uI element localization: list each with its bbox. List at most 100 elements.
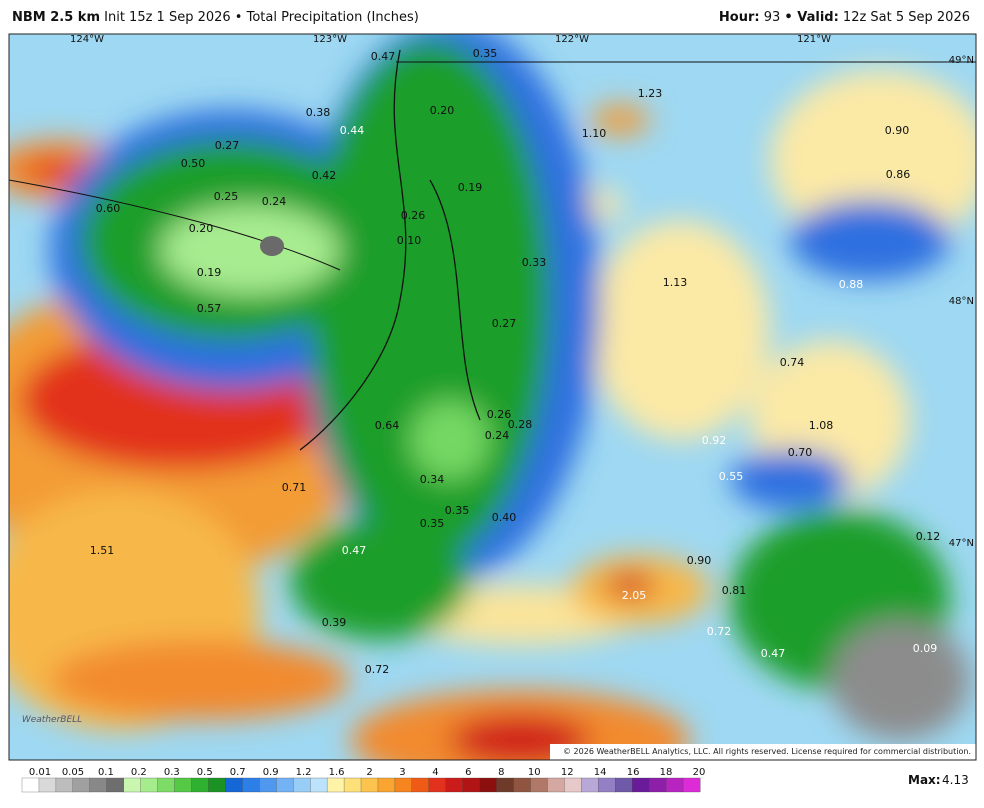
value-label: 0.47 xyxy=(371,50,396,63)
value-label: 0.47 xyxy=(761,647,786,660)
lon-label: 123°W xyxy=(313,34,347,45)
colorbar-label: 18 xyxy=(660,767,673,778)
value-label: 0.81 xyxy=(722,584,747,597)
value-label: 0.19 xyxy=(197,266,222,279)
colorbar-swatch xyxy=(89,777,108,793)
model-name: NBM 2.5 km xyxy=(12,10,100,25)
value-label: 0.35 xyxy=(445,504,470,517)
value-label: 0.24 xyxy=(262,195,287,208)
value-label: 0.90 xyxy=(687,554,712,567)
colorbar-swatch xyxy=(208,777,226,793)
colorbar-swatch xyxy=(462,777,481,793)
colorbar-swatch xyxy=(598,777,616,793)
value-label: 0.34 xyxy=(420,473,445,486)
colorbar-swatch xyxy=(445,777,464,793)
max-label: Max: xyxy=(908,773,941,787)
colorbar-label: 0.9 xyxy=(263,767,279,778)
value-label: 0.27 xyxy=(215,139,240,152)
value-label: 0.33 xyxy=(522,256,547,269)
precip-field xyxy=(9,34,976,760)
value-label: 0.47 xyxy=(342,544,367,557)
colorbar-swatch xyxy=(38,777,57,793)
colorbar-label: 0.1 xyxy=(98,767,114,778)
value-label: 0.64 xyxy=(375,419,400,432)
value-label: 0.60 xyxy=(96,202,121,215)
lon-label: 124°W xyxy=(70,34,104,45)
colorbar-swatch xyxy=(428,777,447,793)
value-label: 0.88 xyxy=(839,278,864,291)
lon-label: 122°W xyxy=(555,34,589,45)
colorbar-swatch xyxy=(581,777,599,793)
lon-label: 121°W xyxy=(797,34,831,45)
value-label: 0.35 xyxy=(420,517,445,530)
value-label: 0.10 xyxy=(397,234,422,247)
colorbar-swatch xyxy=(191,777,209,793)
colorbar-swatch xyxy=(242,777,260,793)
value-label: 0.20 xyxy=(430,104,455,117)
colorbar-swatch xyxy=(225,777,243,793)
colorbar-label: 2 xyxy=(366,767,372,778)
max-value: 4.13 xyxy=(942,773,969,787)
colorbar-label: 0.5 xyxy=(197,767,213,778)
colorbar-label: 6 xyxy=(465,767,471,778)
colorbar-swatch xyxy=(360,777,379,793)
colorbar-swatch xyxy=(513,777,531,793)
hour-label: Hour: xyxy=(718,10,760,25)
value-label: 0.35 xyxy=(473,47,498,60)
colorbar-label: 16 xyxy=(627,767,640,778)
value-label: 0.74 xyxy=(780,356,805,369)
value-label: 0.72 xyxy=(365,663,390,676)
colorbar-label: 1.6 xyxy=(329,767,345,778)
value-label: 0.27 xyxy=(492,317,517,330)
value-label: 0.71 xyxy=(282,481,307,494)
value-label: 0.28 xyxy=(508,418,533,431)
colorbar-swatch xyxy=(309,777,328,793)
copyright: © 2026 WeatherBELL Analytics, LLC. All r… xyxy=(563,747,971,756)
colorbar-swatch xyxy=(326,777,345,793)
colorbar-label: 8 xyxy=(498,767,504,778)
colorbar-swatch xyxy=(106,777,125,793)
colorbar-swatch xyxy=(547,777,565,793)
value-label: 2.05 xyxy=(622,589,647,602)
max-box xyxy=(900,766,980,796)
value-label: 0.44 xyxy=(340,124,365,137)
colorbar-swatch xyxy=(293,777,311,793)
value-label: 0.57 xyxy=(197,302,222,315)
value-label: 1.13 xyxy=(663,276,688,289)
value-label: 0.55 xyxy=(719,470,744,483)
value-label: 0.12 xyxy=(916,530,941,543)
logo: WeatherBELL xyxy=(22,715,82,725)
value-label: 0.39 xyxy=(322,616,347,629)
value-label: 0.38 xyxy=(306,106,331,119)
colorbar-swatch xyxy=(479,777,498,793)
colorbar-swatch xyxy=(530,777,548,793)
colorbar-swatch xyxy=(564,777,582,793)
valid-label: • Valid: xyxy=(784,10,839,25)
colorbar-swatch xyxy=(496,777,515,793)
colorbar-swatch xyxy=(649,777,667,793)
colorbar-label: 12 xyxy=(561,767,574,778)
colorbar-swatch xyxy=(615,777,633,793)
colorbar-label: 0.01 xyxy=(29,767,51,778)
colorbar-swatch xyxy=(259,777,277,793)
colorbar-label: 0.2 xyxy=(131,767,147,778)
value-label: 0.26 xyxy=(487,408,512,421)
value-label: 1.08 xyxy=(809,419,834,432)
header-left: NBM 2.5 km Init 15z 1 Sep 2026 • Total P… xyxy=(12,10,419,25)
colorbar-swatch xyxy=(394,777,413,793)
value-label: 0.90 xyxy=(885,124,910,137)
colorbar-swatch xyxy=(343,777,362,793)
value-label: 0.86 xyxy=(886,168,911,181)
value-label: 0.40 xyxy=(492,511,517,524)
colorbar: 0.01 0.05 0.1 0.2 0.3 0.5 0.7 0.9 1.2 1.6 2 3 4 6 8 10 1… xyxy=(21,767,705,793)
value-label: 1.23 xyxy=(638,87,663,100)
map-labels: 124°W 123°W 122°W 121°W 49°N 48°N 47°N 0.47 0.35… xyxy=(70,34,974,676)
description: Init 15z 1 Sep 2026 • Total Precipitatio… xyxy=(104,10,419,25)
colorbar-label: 0.05 xyxy=(62,767,84,778)
colorbar-swatch xyxy=(377,777,396,793)
colorbar-swatch xyxy=(55,777,74,793)
colorbar-swatch xyxy=(174,777,192,793)
value-label: 0.09 xyxy=(913,642,938,655)
value-label: 0.24 xyxy=(485,429,510,442)
